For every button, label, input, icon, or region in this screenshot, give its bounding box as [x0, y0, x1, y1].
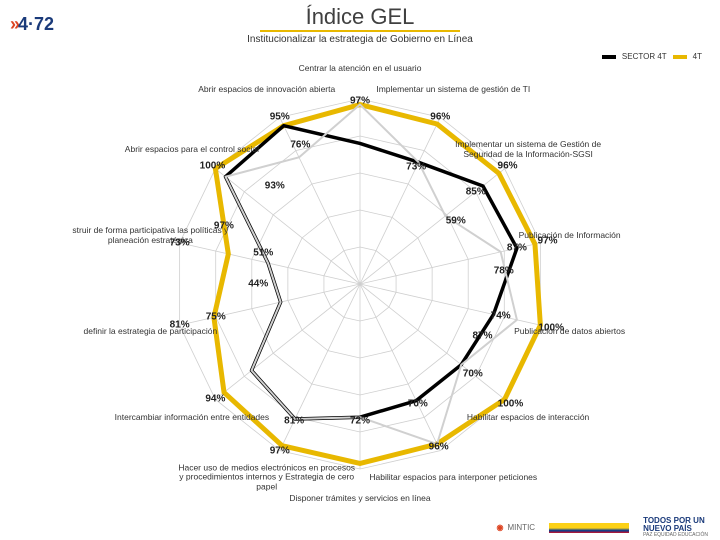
- value-label-18: 78%: [494, 266, 514, 277]
- value-label-14: 96%: [430, 112, 450, 123]
- value-label-24: 94%: [205, 394, 225, 405]
- axis-label-13: Abrir espacios de innovación abierta: [198, 85, 335, 95]
- value-label-6: 70%: [408, 399, 428, 410]
- value-label-23: 97%: [270, 445, 290, 456]
- footer-logos: ◉ MINTIC TODOS POR UN NUEVO PAÍS PAZ EQU…: [497, 517, 708, 538]
- value-label-20: 87%: [472, 331, 492, 342]
- axis-label-8: Hacer uso de medios electrónicos en proc…: [177, 463, 357, 492]
- value-label-5: 70%: [463, 368, 483, 379]
- value-label-4: 74%: [491, 311, 511, 322]
- value-label-12: 93%: [265, 181, 285, 192]
- value-label-17: 97%: [538, 236, 558, 247]
- mintic-logo: ◉ MINTIC: [497, 523, 536, 532]
- value-label-21: 100%: [498, 398, 524, 409]
- axis-label-0: Centrar la atención en el usuario: [299, 64, 422, 74]
- value-label-10: 44%: [248, 279, 268, 290]
- axis-label-6: Habilitar espacios para interponer petic…: [369, 473, 537, 483]
- radar-chart: [0, 4, 720, 540]
- axis-label-3: Publicación de Información: [519, 231, 621, 241]
- axis-label-1: Implementar un sistema de gestión de TI: [376, 85, 530, 95]
- axis-label-2: Implementar un sistema de Gestión de Seg…: [438, 140, 618, 160]
- flag-icon: [549, 523, 629, 533]
- value-label-7: 72%: [350, 415, 370, 426]
- nuevo-pais-logo: TODOS POR UN NUEVO PAÍS PAZ EQUIDAD EDUC…: [643, 517, 708, 538]
- axis-label-10: definir la estrategia de participación: [84, 327, 218, 337]
- value-label-16: 59%: [446, 215, 466, 226]
- value-label-15: 96%: [498, 161, 518, 172]
- value-label-3: 87%: [507, 243, 527, 254]
- value-label-25: 81%: [170, 320, 190, 331]
- value-label-1: 73%: [406, 162, 426, 173]
- value-label-13: 76%: [290, 139, 310, 150]
- axis-label-12: Abrir espacios para el control social: [125, 145, 259, 155]
- value-label-26: 73%: [170, 237, 190, 248]
- value-label-0: 97%: [350, 95, 370, 106]
- axis-label-5: Habilitar espacios de interacción: [467, 413, 589, 423]
- value-label-9: 75%: [206, 311, 226, 322]
- value-label-2: 85%: [466, 186, 486, 197]
- value-label-8: 81%: [284, 415, 304, 426]
- axis-label-9: Intercambiar información entre entidades: [115, 413, 270, 423]
- axis-label-7: Disponer trámites y servicios en línea: [289, 494, 430, 504]
- value-label-19: 100%: [538, 322, 564, 333]
- axis-label-4: Publicación de datos abiertos: [514, 327, 625, 337]
- value-label-27: 97%: [214, 220, 234, 231]
- value-label-28: 100%: [200, 161, 226, 172]
- value-label-11: 51%: [253, 247, 273, 258]
- value-label-22: 96%: [429, 442, 449, 453]
- value-label-29: 95%: [270, 112, 290, 123]
